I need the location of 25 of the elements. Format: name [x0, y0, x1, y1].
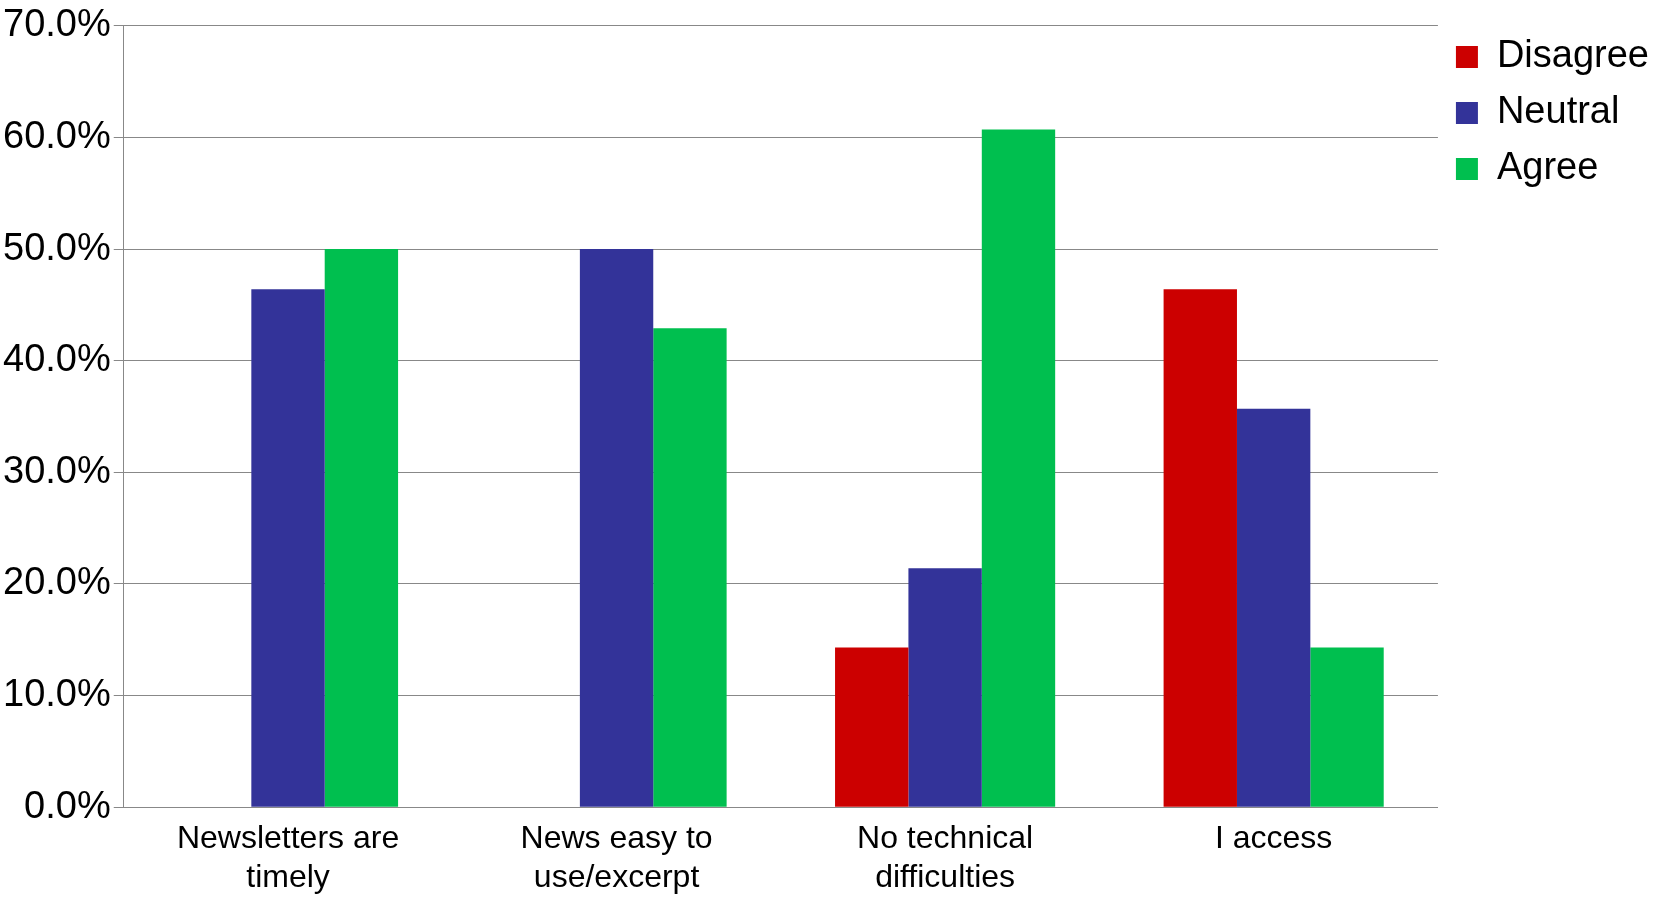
y-tick-label: 70.0% — [3, 2, 111, 45]
bar — [251, 289, 325, 807]
y-tick-label: 50.0% — [3, 225, 111, 268]
y-tick-label: 0.0% — [24, 783, 111, 826]
bar — [1310, 647, 1384, 807]
y-tick-label: 40.0% — [3, 337, 111, 380]
legend-label: Agree — [1496, 145, 1599, 188]
bar — [835, 647, 909, 807]
y-tick-label: 10.0% — [3, 672, 111, 715]
bar — [579, 249, 654, 807]
bar — [1163, 289, 1237, 807]
legend-label: Disagree — [1496, 33, 1649, 76]
bar — [324, 249, 399, 807]
bar — [908, 568, 982, 807]
legend-label: Neutral — [1496, 89, 1620, 132]
x-tick-label: No technical difficulties — [857, 819, 1034, 894]
y-tick-label: 60.0% — [3, 113, 111, 156]
bar — [981, 129, 1056, 807]
x-tick-label: News easy to use/excerpt — [520, 819, 713, 894]
bar — [1236, 408, 1311, 807]
bar — [653, 328, 727, 807]
x-tick-label: Newsletters are timely — [176, 819, 400, 894]
x-tick-label: I access — [1214, 819, 1333, 856]
y-tick-label: 20.0% — [3, 560, 111, 603]
y-tick-label: 30.0% — [3, 448, 111, 491]
